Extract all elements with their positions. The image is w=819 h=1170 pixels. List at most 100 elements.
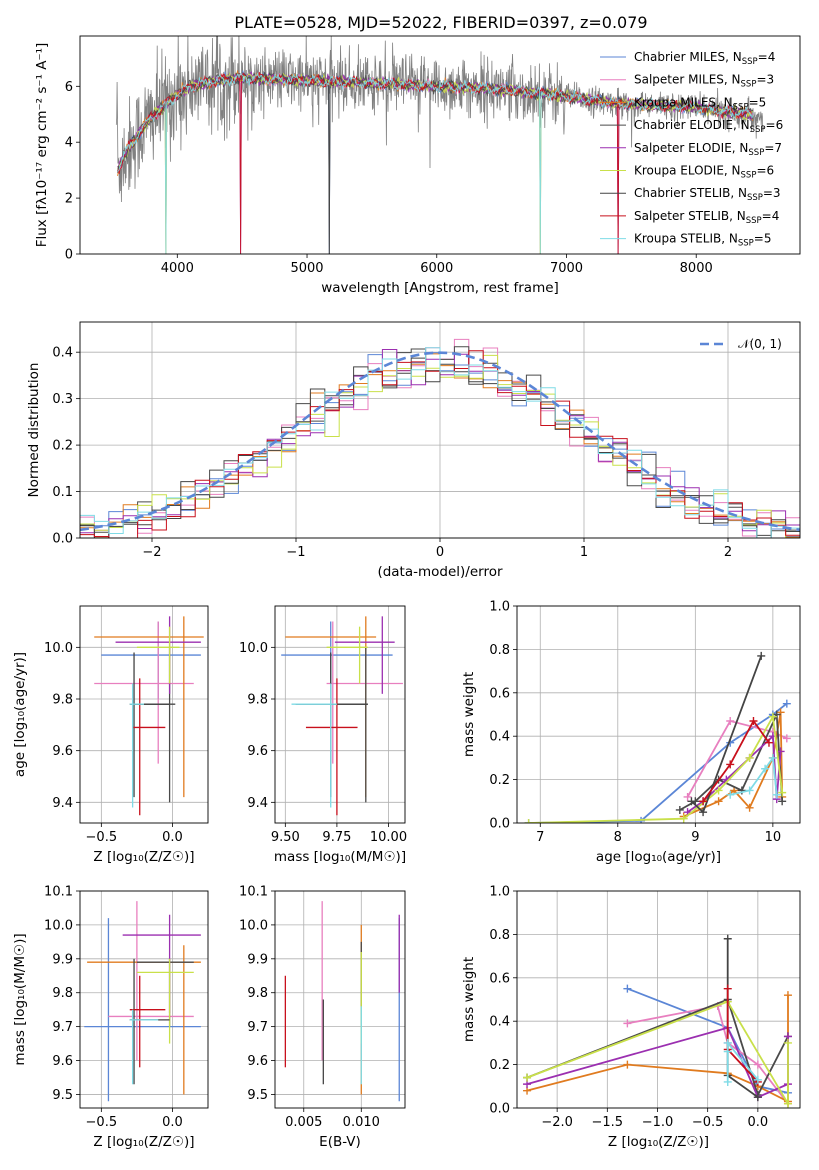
error-bar-point bbox=[101, 621, 201, 699]
plus-marker bbox=[623, 1060, 632, 1069]
y-tick-label: 9.6 bbox=[247, 1054, 268, 1069]
plus-marker bbox=[764, 738, 773, 747]
error-bar-point bbox=[94, 621, 194, 764]
error-bar-point bbox=[132, 678, 166, 816]
legend-label: Chabrier STELIB, NSSP=3 bbox=[634, 186, 781, 203]
x-tick-label: 10 bbox=[765, 830, 782, 845]
plus-marker bbox=[772, 790, 781, 799]
spectrum-legend: Chabrier MILES, NSSP=4 Salpeter MILES, NS… bbox=[600, 50, 783, 249]
mass_vs_Z-plot-area bbox=[84, 901, 201, 1102]
axes-frame bbox=[79, 35, 801, 255]
plus-marker bbox=[745, 803, 754, 812]
y-axis-label: Flux [fλ10⁻¹⁷ erg cm⁻² s⁻¹ A⁻¹] bbox=[34, 43, 50, 248]
axes-frame bbox=[274, 890, 406, 1109]
x-tick-label: −1.5 bbox=[592, 1115, 624, 1130]
x-axis-label: E(B-V) bbox=[319, 1134, 361, 1150]
mass-vs-ebv-panel: 0.005 0.010 9.5 9.6 9.7 9.8 9.9 10.0 10.1 E(B-V) bbox=[239, 885, 406, 1150]
x-tick-label: 0.010 bbox=[343, 1115, 380, 1130]
axes-frame bbox=[79, 890, 209, 1109]
y-tick-label: 9.9 bbox=[52, 952, 73, 967]
y-tick-label: 0.0 bbox=[489, 817, 510, 832]
error-bar-point bbox=[305, 678, 358, 816]
error-bar-point bbox=[129, 958, 170, 1085]
error-bar-point bbox=[326, 626, 368, 684]
x-tick-label: 9 bbox=[691, 830, 699, 845]
x-tick-label: −0.5 bbox=[692, 1115, 724, 1130]
x-tick-label: 7 bbox=[536, 830, 544, 845]
x-tick-label: −0.5 bbox=[86, 830, 118, 845]
weight-series-line bbox=[528, 713, 784, 823]
plus-marker bbox=[783, 1038, 792, 1047]
plus-marker bbox=[745, 786, 754, 795]
y-tick-label: 0.6 bbox=[489, 686, 510, 701]
x-tick-label: 2 bbox=[724, 545, 732, 560]
weight-series bbox=[726, 753, 781, 799]
y-tick-label: 0.3 bbox=[52, 392, 73, 407]
error-bar-point bbox=[136, 958, 194, 1044]
age-vs-metallicity-panel: −0.5 0.0 9.4 9.6 9.8 10.0 Z [log₁₀(Z/Z☉)] age [… bbox=[12, 605, 209, 865]
y-tick-label: 9.9 bbox=[247, 952, 268, 967]
error-bar-point bbox=[132, 647, 176, 803]
y-tick-label: 9.6 bbox=[247, 744, 268, 759]
error-bar-point bbox=[295, 652, 368, 798]
y-tick-label: 0.8 bbox=[489, 928, 510, 943]
mass_weight_vs_age-plot-area bbox=[524, 651, 791, 823]
x-tick-label: 9.50 bbox=[271, 830, 300, 845]
y-axis-label: age [log₁₀(age/yr)] bbox=[12, 652, 28, 777]
plus-marker bbox=[753, 1075, 762, 1084]
plus-marker bbox=[714, 786, 723, 795]
x-tick-label: −2.0 bbox=[541, 1115, 573, 1130]
x-tick-label: −1 bbox=[286, 545, 305, 560]
y-tick-label: 0.1 bbox=[52, 485, 73, 500]
legend-label: Salpeter MILES, NSSP=3 bbox=[634, 73, 774, 90]
legend-label: Salpeter ELODIE, NSSP=7 bbox=[634, 141, 782, 158]
y-tick-label: 0.8 bbox=[489, 643, 510, 658]
plus-marker bbox=[523, 1073, 532, 1082]
error-bar-point bbox=[326, 621, 403, 764]
spectrum-panel: 4000 5000 6000 7000 8000 0 2 4 6 wavelength [Angs… bbox=[34, 35, 801, 296]
weight-series-line bbox=[702, 719, 770, 802]
x-tick-label: 9.75 bbox=[322, 830, 351, 845]
axes-frame bbox=[79, 605, 209, 824]
x-tick-label: 0.005 bbox=[285, 1115, 322, 1130]
weight-series bbox=[699, 717, 773, 806]
y-tick-label: 0.4 bbox=[52, 346, 73, 361]
legend-label: Chabrier ELODIE, NSSP=6 bbox=[634, 118, 783, 135]
x-axis-label: Z [log₁₀(Z/Z☉)] bbox=[608, 1134, 709, 1150]
age-vs-mass-panel: 9.50 9.75 10.00 9.4 9.6 9.8 10.0 mass [log₁₀(M/… bbox=[239, 605, 407, 865]
y-tick-label: 0.4 bbox=[489, 730, 510, 745]
x-tick-label: −1.0 bbox=[642, 1115, 674, 1130]
error-bar-point bbox=[129, 652, 170, 798]
error-bar-point bbox=[84, 918, 201, 1102]
plus-marker bbox=[726, 717, 735, 726]
y-axis-label: mass weight bbox=[461, 957, 477, 1042]
y-tick-label: 0.2 bbox=[489, 773, 510, 788]
error-bar-point bbox=[129, 975, 166, 1068]
weight-series bbox=[687, 651, 766, 817]
plus-marker bbox=[778, 797, 787, 806]
plus-marker bbox=[753, 1060, 762, 1069]
plus-marker bbox=[723, 984, 732, 993]
x-tick-label: 5000 bbox=[290, 261, 323, 276]
x-tick-label: 7000 bbox=[550, 261, 583, 276]
histogram-series bbox=[80, 347, 800, 538]
plus-marker bbox=[783, 1099, 792, 1108]
x-axis-label: mass [log₁₀(M/M☉)] bbox=[274, 849, 406, 865]
age_vs_mass-plot-area bbox=[281, 616, 403, 816]
mass-weight-vs-age-panel: 7 8 9 10 0.0 0.2 0.4 0.6 0.8 1.0 age [log₁₀(age/yr… bbox=[461, 600, 801, 865]
normal-distribution-curve bbox=[80, 351, 800, 532]
model-spectrum-line bbox=[117, 72, 754, 254]
x-axis-label: wavelength [Angstrom, rest frame] bbox=[321, 280, 559, 296]
y-tick-label: 0.2 bbox=[489, 1058, 510, 1073]
y-tick-label: 9.8 bbox=[247, 693, 268, 708]
plus-marker bbox=[782, 734, 791, 743]
plus-marker bbox=[699, 797, 708, 806]
y-tick-label: 10.0 bbox=[239, 918, 268, 933]
plus-marker bbox=[726, 760, 735, 769]
plus-marker bbox=[726, 790, 735, 799]
x-tick-label: 6000 bbox=[420, 261, 453, 276]
x-axis-label: Z [log₁₀(Z/Z☉)] bbox=[93, 1134, 194, 1150]
plus-marker bbox=[723, 1077, 732, 1086]
y-tick-label: 0.6 bbox=[489, 971, 510, 986]
plus-marker bbox=[757, 651, 766, 660]
